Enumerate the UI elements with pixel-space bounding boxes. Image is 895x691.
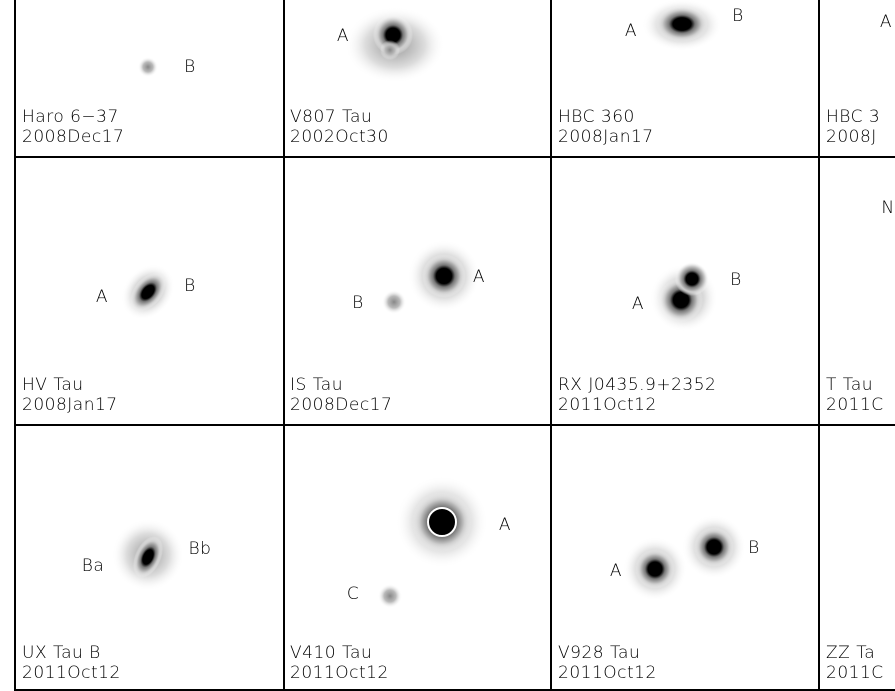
observation-date: 2008Dec17 xyxy=(290,395,392,415)
component-label: B xyxy=(184,57,196,77)
observation-date: 2011Oct12 xyxy=(22,663,121,683)
component-label: A xyxy=(880,12,892,32)
component-label: N xyxy=(881,198,894,218)
target-name: UX Tau B xyxy=(22,643,101,663)
target-name: V807 Tau xyxy=(290,107,372,127)
observation-date: 2011Oct12 xyxy=(290,663,389,683)
component-label: B xyxy=(730,270,742,290)
component-label: Bb xyxy=(189,539,212,559)
component-label: Ba xyxy=(82,556,105,576)
observation-date: 2011C xyxy=(826,395,884,415)
component-label: A xyxy=(96,287,108,307)
target-name: ZZ Ta xyxy=(826,643,875,663)
source xyxy=(635,549,675,589)
target-name: RX J0435.9+2352 xyxy=(558,375,716,395)
source xyxy=(694,527,734,567)
source xyxy=(382,290,406,314)
observation-date: 2002Oct30 xyxy=(290,127,389,147)
observation-date: 2008J xyxy=(826,127,877,147)
component-label: A xyxy=(473,267,485,287)
observation-date: 2008Dec17 xyxy=(22,127,124,147)
component-label: C xyxy=(347,584,359,604)
target-name: HBC 3 xyxy=(826,107,880,127)
component-label: A xyxy=(625,21,637,41)
component-label: B xyxy=(748,538,760,558)
component-label: B xyxy=(184,276,196,296)
component-label: A xyxy=(337,26,349,46)
target-name: V410 Tau xyxy=(290,643,372,663)
source xyxy=(378,584,402,608)
target-name: HBC 360 xyxy=(558,107,635,127)
source xyxy=(422,254,466,298)
source xyxy=(675,262,709,296)
target-name: T Tau xyxy=(826,375,873,395)
component-label: B xyxy=(732,6,744,26)
source xyxy=(428,508,456,536)
component-label: A xyxy=(610,561,622,581)
observation-date: 2008Jan17 xyxy=(558,127,654,147)
target-name: V928 Tau xyxy=(558,643,640,663)
figure: Haro 6−372008Dec17BV807 Tau2002Oct30AHBC… xyxy=(0,0,895,691)
component-label: B xyxy=(352,293,364,313)
component-label: A xyxy=(632,294,644,314)
observation-date: 2011C xyxy=(826,663,884,683)
observation-date: 2011Oct12 xyxy=(558,395,657,415)
observation-date: 2008Jan17 xyxy=(22,395,118,415)
sources xyxy=(110,0,746,608)
source xyxy=(380,40,400,60)
source xyxy=(138,57,158,77)
target-name: Haro 6−37 xyxy=(22,107,119,127)
observation-date: 2011Oct12 xyxy=(558,663,657,683)
target-name: IS Tau xyxy=(290,375,343,395)
component-label: A xyxy=(499,515,511,535)
target-name: HV Tau xyxy=(22,375,84,395)
source xyxy=(656,6,708,42)
